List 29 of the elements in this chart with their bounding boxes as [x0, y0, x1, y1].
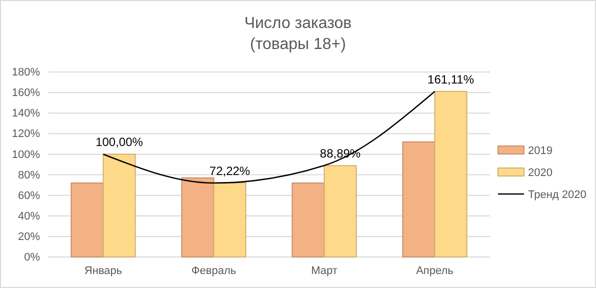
bar [102, 154, 136, 258]
bar [213, 182, 246, 258]
x-tick-label: Февраль [191, 264, 236, 277]
y-tick-label: 0% [24, 252, 40, 264]
y-tick-label: 180% [12, 66, 40, 79]
bar [402, 141, 436, 258]
y-tick-label: 140% [12, 108, 40, 120]
data-label: 72,22% [209, 164, 250, 178]
bar [434, 90, 468, 258]
y-tick-label: 40% [18, 210, 40, 222]
legend-label: 2020 [528, 167, 552, 179]
data-label: 100,00% [96, 135, 144, 150]
x-tick-label: Апрель [416, 264, 454, 277]
y-tick-label: 60% [18, 190, 40, 202]
y-tick-label: 100% [12, 148, 40, 161]
legend-label: Тренд 2020 [528, 189, 586, 201]
y-tick-label: 160% [12, 87, 40, 100]
y-tick-label: 80% [18, 169, 40, 182]
x-tick-label: Март [311, 264, 338, 277]
bar [324, 165, 357, 258]
chart-title: Число заказов (товары 18+) [244, 15, 352, 53]
legend-label: 2019 [528, 145, 552, 157]
bar [292, 182, 325, 258]
y-tick-label: 20% [18, 230, 40, 243]
y-tick-label: 120% [12, 128, 40, 140]
x-tick-label: Январь [84, 264, 122, 277]
bar [181, 177, 214, 258]
bar [70, 182, 104, 258]
data-label: 161,11% [428, 72, 474, 86]
